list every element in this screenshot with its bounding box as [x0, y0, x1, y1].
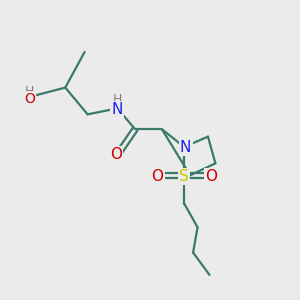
- Text: O: O: [152, 169, 164, 184]
- Text: H: H: [112, 93, 122, 106]
- Text: O: O: [110, 147, 122, 162]
- Text: N: N: [112, 102, 123, 117]
- Text: N: N: [180, 140, 191, 155]
- Text: S: S: [179, 169, 189, 184]
- Text: O: O: [205, 169, 217, 184]
- Text: O: O: [24, 92, 35, 106]
- Text: H: H: [25, 85, 34, 98]
